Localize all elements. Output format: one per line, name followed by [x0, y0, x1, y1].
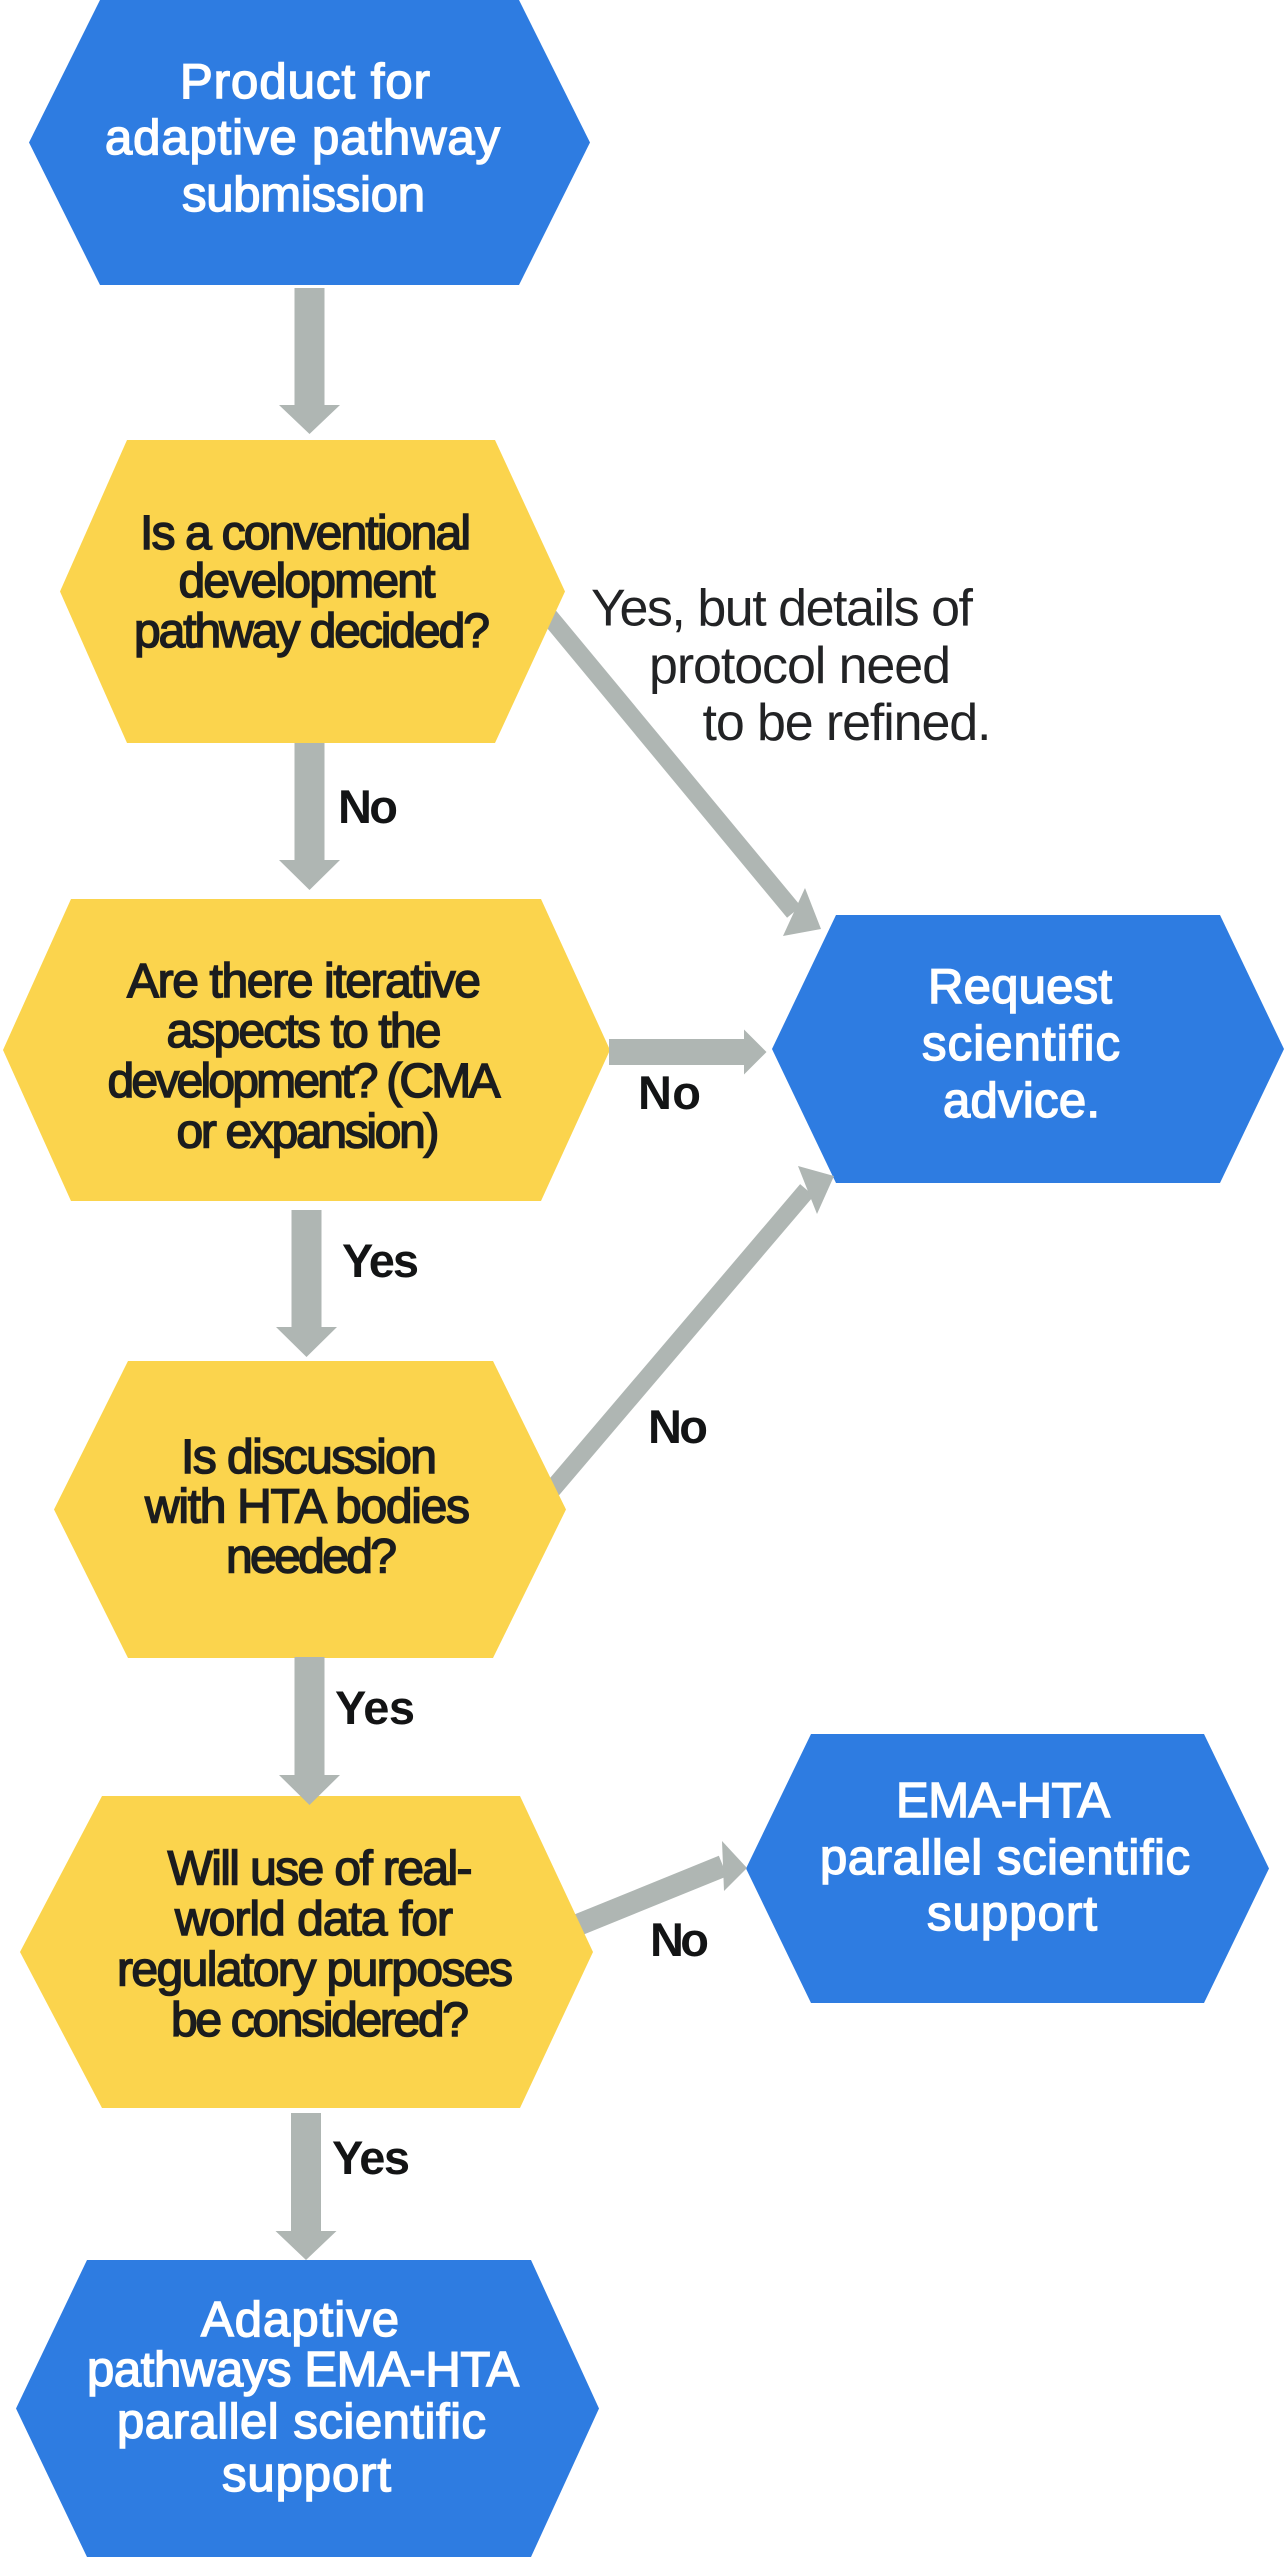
svg-text:Request: Request	[928, 960, 1112, 1014]
svg-text:support: support	[222, 2448, 391, 2502]
svg-text:EMA-HTA: EMA-HTA	[896, 1774, 1110, 1828]
svg-text:Are there iterative: Are there iterative	[127, 955, 481, 1008]
svg-text:adaptive pathway: adaptive pathway	[105, 111, 501, 165]
svg-text:Yes: Yes	[335, 1681, 415, 1734]
svg-text:No: No	[650, 1913, 709, 1966]
svg-text:to be refined.: to be refined.	[703, 694, 992, 752]
svg-text:advice.: advice.	[943, 1074, 1100, 1128]
svg-text:scientific: scientific	[922, 1017, 1120, 1071]
svg-text:Will use of real-: Will use of real-	[168, 1843, 473, 1896]
svg-text:world data for: world data for	[174, 1893, 453, 1946]
svg-text:protocol need: protocol need	[649, 637, 951, 695]
svg-text:Is a conventional: Is a conventional	[140, 507, 471, 560]
svg-text:aspects to the: aspects to the	[167, 1005, 442, 1058]
svg-text:development: development	[179, 555, 436, 608]
svg-text:be considered?: be considered?	[171, 1994, 469, 2047]
svg-text:development? (CMA: development? (CMA	[108, 1055, 501, 1108]
svg-text:regulatory purposes: regulatory purposes	[117, 1944, 513, 1997]
svg-text:Adaptive: Adaptive	[201, 2293, 399, 2347]
svg-text:Yes, but details of: Yes, but details of	[591, 580, 974, 638]
svg-text:submission: submission	[182, 168, 425, 222]
svg-text:Yes: Yes	[332, 2131, 410, 2184]
svg-text:Yes: Yes	[342, 1234, 419, 1287]
svg-text:Product for: Product for	[180, 55, 430, 109]
svg-text:parallel scientific: parallel scientific	[820, 1831, 1190, 1885]
svg-text:No: No	[648, 1400, 708, 1453]
svg-text:parallel scientific: parallel scientific	[117, 2395, 486, 2449]
svg-text:pathways EMA-HTA: pathways EMA-HTA	[87, 2343, 519, 2397]
svg-text:No: No	[338, 780, 398, 833]
svg-text:No: No	[638, 1066, 701, 1119]
svg-text:needed?: needed?	[226, 1531, 397, 1584]
svg-text:with HTA bodies: with HTA bodies	[144, 1481, 470, 1534]
svg-text:support: support	[927, 1887, 1097, 1941]
svg-text:Is discussion: Is discussion	[181, 1431, 437, 1484]
svg-text:pathway decided?: pathway decided?	[134, 605, 490, 658]
svg-text:or expansion): or expansion)	[177, 1106, 440, 1159]
